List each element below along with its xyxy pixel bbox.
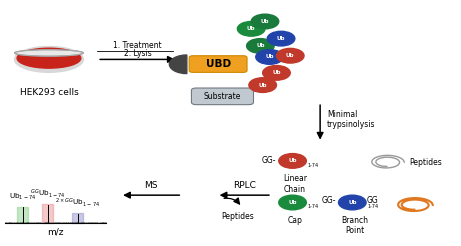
Text: Linear
Chain: Linear Chain	[283, 174, 307, 194]
Bar	[17, 207, 28, 223]
Text: Peptides: Peptides	[221, 212, 254, 221]
Text: Ub$_{1-74}$: Ub$_{1-74}$	[9, 192, 36, 202]
Text: GG: GG	[367, 196, 379, 205]
Circle shape	[279, 154, 307, 168]
Circle shape	[256, 50, 284, 64]
Text: Ub: Ub	[247, 26, 255, 31]
Text: 1-74: 1-74	[307, 204, 319, 209]
Text: Ub: Ub	[259, 83, 267, 88]
Text: Cap: Cap	[287, 216, 302, 225]
Text: UBD: UBD	[206, 59, 230, 69]
Circle shape	[249, 78, 277, 92]
Text: HEK293 cells: HEK293 cells	[19, 88, 78, 97]
Text: Ub: Ub	[272, 70, 281, 75]
FancyBboxPatch shape	[189, 56, 247, 72]
Text: Substrate: Substrate	[204, 92, 241, 101]
Circle shape	[251, 14, 279, 29]
Text: Branch
Point: Branch Point	[341, 216, 368, 235]
Wedge shape	[169, 55, 187, 74]
Text: $^{2\times GG}$Ub$_{1-74}$: $^{2\times GG}$Ub$_{1-74}$	[55, 196, 100, 209]
Text: Ub: Ub	[256, 44, 265, 48]
Text: $^{GG}$Ub$_{1-74}$: $^{GG}$Ub$_{1-74}$	[30, 187, 65, 200]
Text: 1. Treatment: 1. Treatment	[113, 41, 162, 50]
Ellipse shape	[14, 46, 83, 72]
Circle shape	[267, 31, 295, 46]
Circle shape	[237, 21, 265, 36]
Text: Ub: Ub	[277, 36, 285, 41]
Text: m/z: m/z	[47, 228, 64, 237]
Bar	[42, 204, 53, 223]
Circle shape	[338, 195, 366, 210]
Text: GG-: GG-	[262, 156, 277, 165]
Text: RPLC: RPLC	[233, 181, 256, 190]
Ellipse shape	[17, 48, 81, 68]
FancyBboxPatch shape	[191, 88, 254, 105]
Circle shape	[247, 39, 274, 53]
Text: 1-74: 1-74	[367, 204, 378, 209]
Text: 2. Lysis: 2. Lysis	[124, 49, 152, 58]
Text: Minimal
trypsinolysis: Minimal trypsinolysis	[327, 110, 376, 129]
Circle shape	[279, 195, 307, 210]
Text: Ub: Ub	[288, 158, 297, 163]
Text: Ub: Ub	[266, 54, 274, 60]
Text: GG-: GG-	[322, 196, 336, 205]
Circle shape	[263, 65, 290, 80]
Bar	[72, 213, 83, 223]
Text: Ub: Ub	[348, 200, 356, 205]
Text: Ub: Ub	[288, 200, 297, 205]
Circle shape	[277, 48, 304, 63]
Ellipse shape	[14, 50, 83, 56]
Text: Peptides: Peptides	[410, 158, 443, 167]
Text: 1-74: 1-74	[307, 163, 319, 168]
Text: Ub: Ub	[261, 19, 269, 24]
Text: Ub: Ub	[286, 53, 295, 58]
Text: MS: MS	[144, 181, 158, 190]
